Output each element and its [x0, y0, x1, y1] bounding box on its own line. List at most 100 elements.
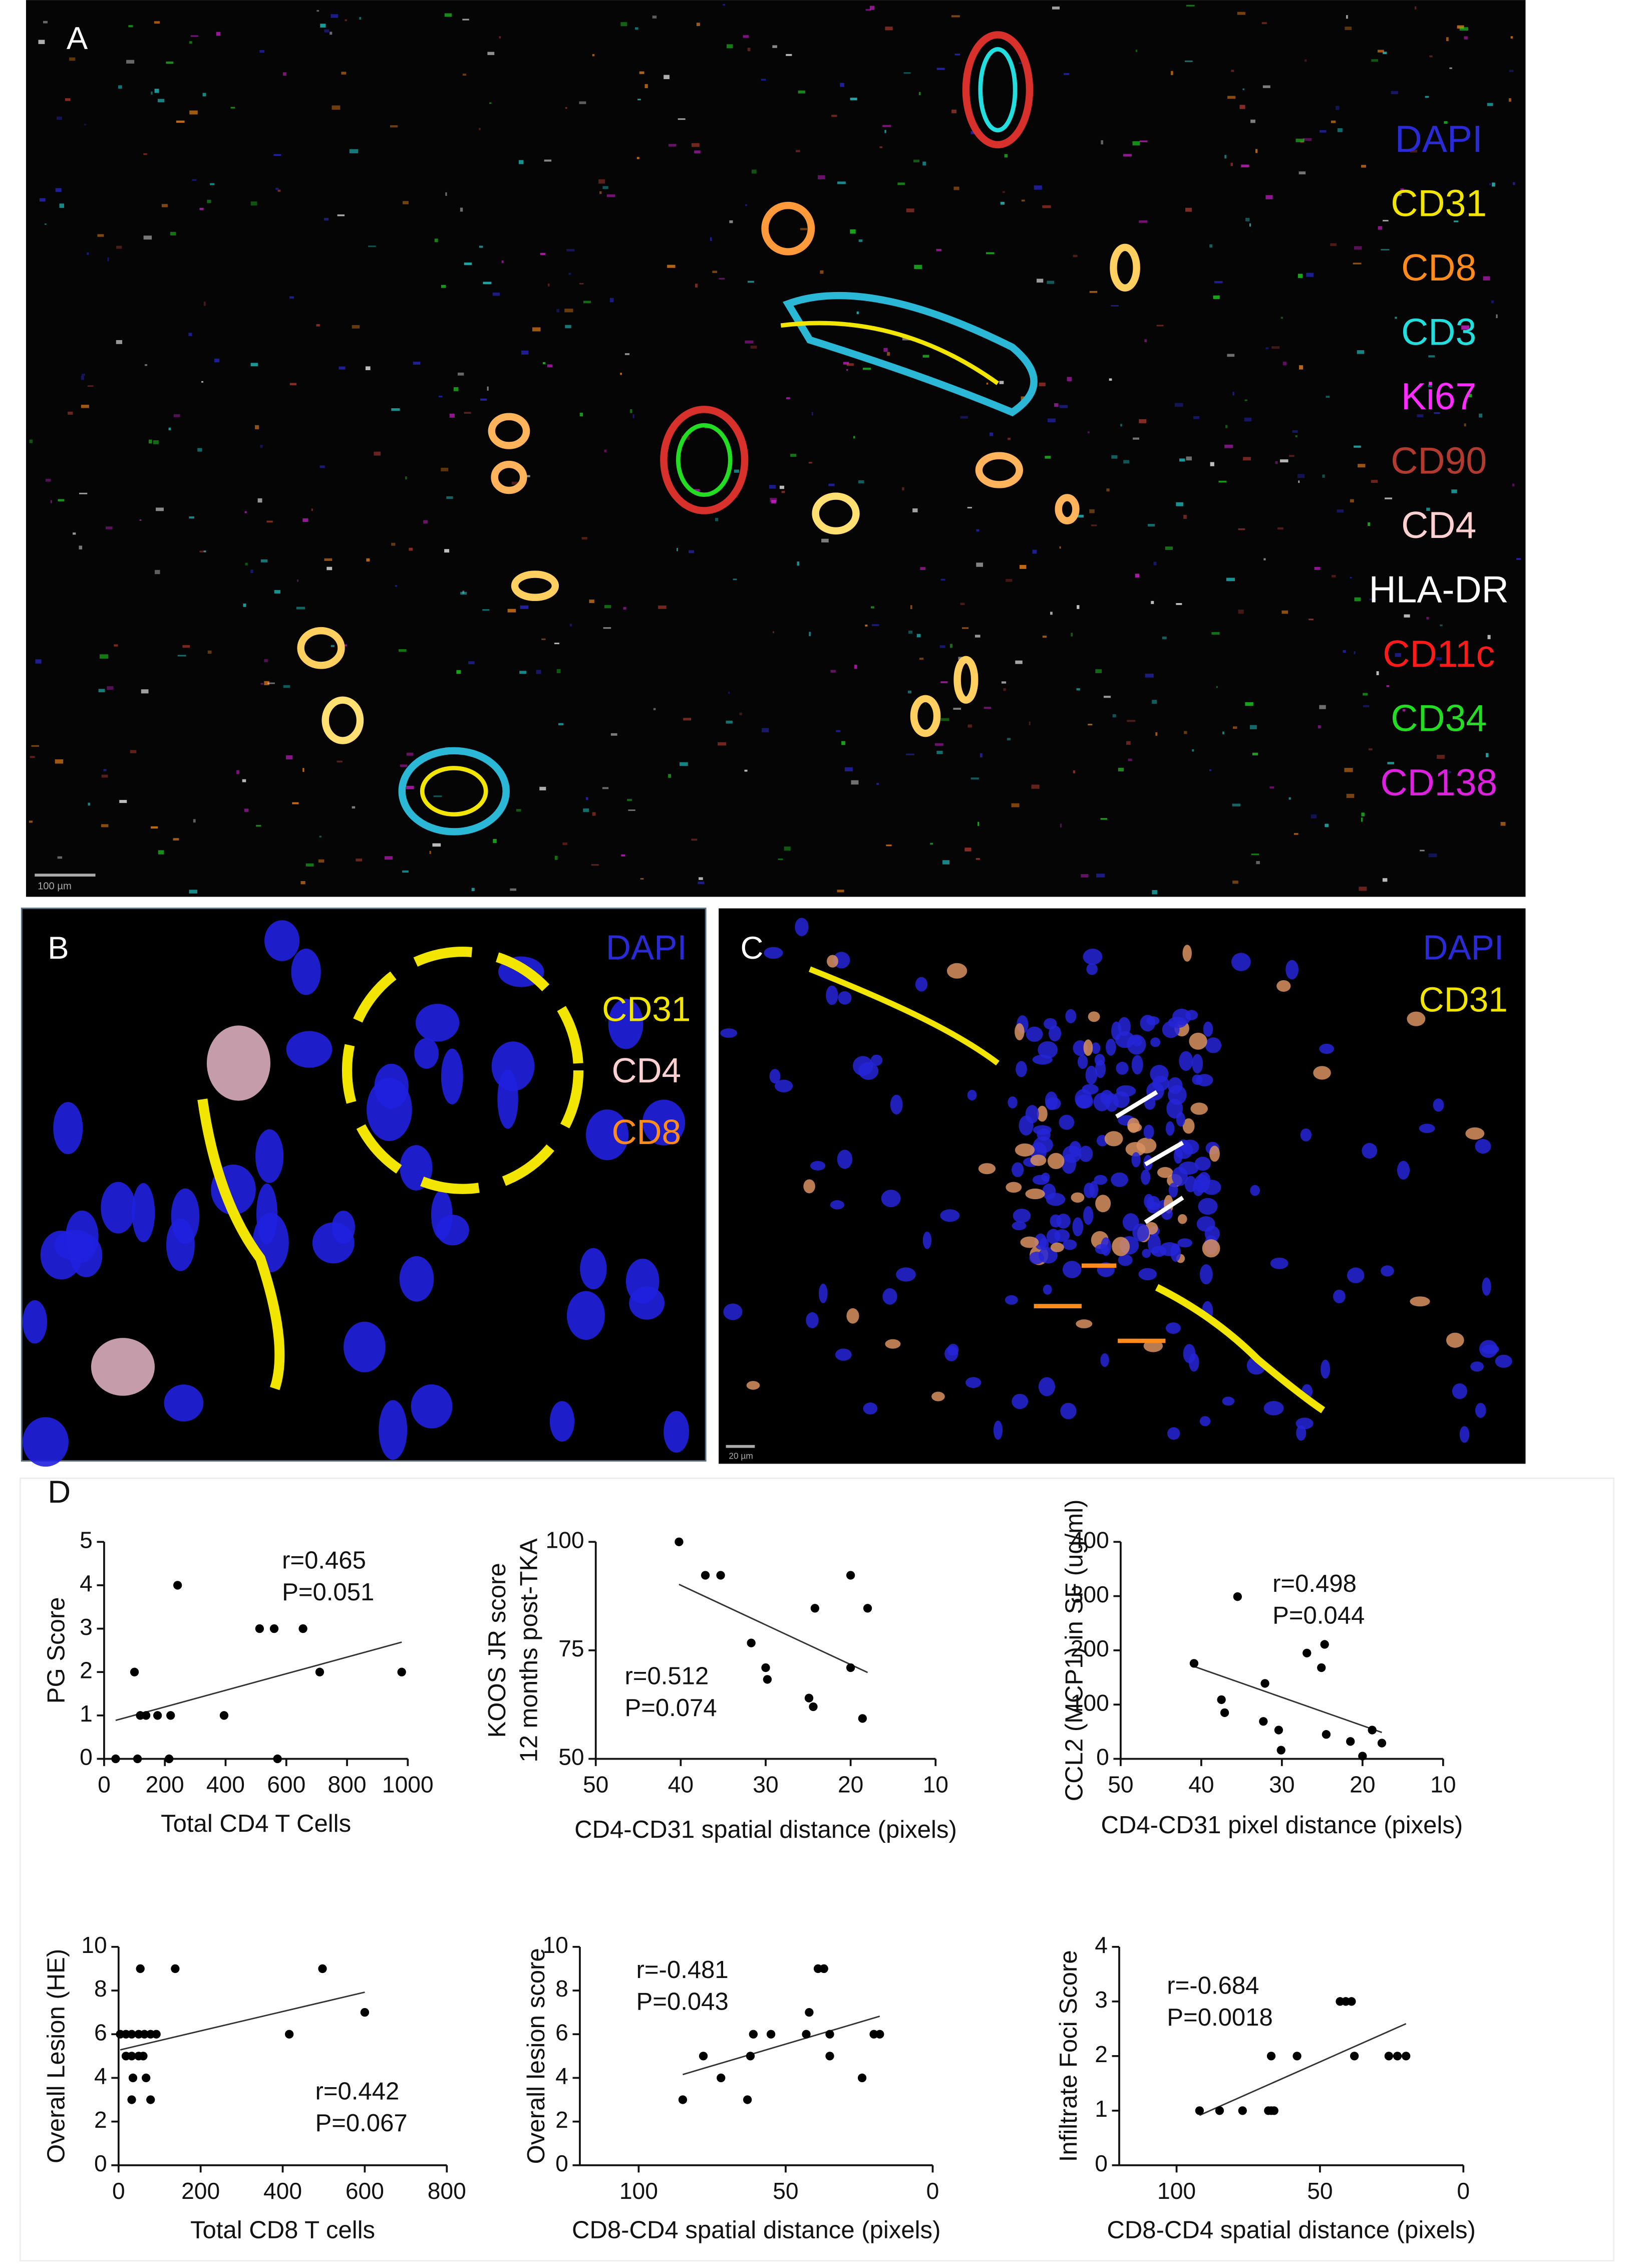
texture-fleck — [429, 850, 431, 854]
texture-fleck — [771, 500, 776, 503]
texture-fleck — [999, 381, 1004, 384]
texture-fleck — [31, 745, 39, 747]
texture-fleck — [1238, 528, 1245, 530]
texture-fleck — [1483, 276, 1490, 280]
nucleus — [1138, 1268, 1157, 1280]
texture-fleck — [1073, 770, 1076, 773]
nucleus — [769, 1069, 781, 1084]
texture-fleck — [39, 198, 46, 202]
point — [1238, 2106, 1247, 2115]
texture-fleck — [1363, 693, 1368, 696]
texture-fleck — [1211, 632, 1220, 635]
texture-fleck — [986, 382, 989, 385]
texture-fleck — [1256, 861, 1260, 865]
texture-fleck — [1242, 88, 1244, 90]
nucleus — [1062, 1261, 1082, 1278]
texture-fleck — [989, 432, 994, 436]
nucleus — [965, 1377, 982, 1388]
texture-fleck — [1003, 688, 1006, 691]
x-tick-label: 50 — [583, 1772, 608, 1798]
legend-entry: CD31 — [602, 989, 691, 1028]
texture-fleck — [1429, 55, 1433, 58]
texture-fleck — [98, 689, 105, 693]
nucleus — [1088, 1011, 1100, 1022]
texture-fleck — [107, 257, 109, 261]
nucleus — [1076, 1319, 1093, 1328]
texture-fleck — [1512, 483, 1515, 487]
texture-fleck — [554, 856, 558, 860]
nucleus — [1115, 1031, 1135, 1048]
y-tick-label: 1 — [80, 1700, 93, 1727]
texture-fleck — [289, 296, 294, 299]
texture-fleck — [441, 467, 449, 471]
nucleus — [1085, 1065, 1098, 1085]
texture-fleck — [297, 579, 299, 582]
nucleus — [1165, 1322, 1181, 1334]
texture-fleck — [432, 843, 441, 847]
texture-fleck — [356, 859, 363, 862]
texture-fleck — [744, 769, 748, 772]
texture-fleck — [87, 252, 89, 255]
texture-fleck — [173, 838, 179, 841]
texture-fleck — [236, 770, 239, 774]
texture-fleck — [1428, 385, 1432, 387]
legend-entry: CD31 — [1419, 980, 1508, 1019]
texture-fleck — [423, 520, 428, 524]
nucleus — [1250, 1185, 1260, 1196]
texture-fleck — [189, 516, 194, 519]
legend-entry: CD4 — [1401, 504, 1476, 546]
texture-fleck — [844, 767, 853, 771]
texture-fleck — [1011, 803, 1020, 807]
point — [146, 2095, 155, 2104]
point — [298, 1624, 307, 1633]
texture-fleck — [366, 558, 370, 562]
point — [1350, 2052, 1359, 2061]
point — [1215, 2106, 1224, 2115]
nucleus — [1192, 1054, 1203, 1074]
texture-fleck — [1265, 347, 1269, 350]
nucleus — [171, 1188, 200, 1244]
nucleus — [795, 918, 809, 937]
texture-fleck — [1245, 217, 1250, 221]
texture-fleck — [1031, 784, 1040, 789]
y-tick-label: 2 — [1095, 2041, 1108, 2067]
nucleus — [1019, 1115, 1034, 1136]
texture-fleck — [1434, 412, 1440, 414]
nucleus — [1012, 1221, 1027, 1231]
texture-fleck — [1467, 342, 1473, 345]
texture-fleck — [277, 189, 281, 192]
texture-fleck — [591, 864, 599, 866]
texture-fleck — [499, 36, 501, 39]
y-tick-label: 300 — [1071, 1581, 1109, 1607]
texture-fleck — [733, 579, 737, 581]
nucleus — [1407, 1011, 1426, 1026]
texture-fleck — [161, 204, 168, 207]
texture-fleck — [960, 603, 965, 605]
texture-fleck — [519, 671, 526, 674]
texture-fleck — [858, 239, 863, 242]
vessel — [978, 47, 1018, 133]
texture-fleck — [1402, 709, 1406, 712]
texture-fleck — [715, 518, 719, 521]
vessel — [1155, 1284, 1326, 1413]
texture-fleck — [841, 741, 845, 745]
texture-fleck — [1144, 339, 1147, 342]
texture-fleck — [984, 707, 992, 709]
texture-fleck — [884, 130, 886, 133]
annotation: r=-0.481 — [636, 1956, 729, 1983]
texture-fleck — [653, 708, 656, 710]
texture-fleck — [568, 272, 571, 275]
texture-fleck — [176, 120, 185, 123]
texture-fleck — [87, 385, 94, 387]
texture-fleck — [1451, 489, 1457, 493]
texture-fleck — [566, 248, 575, 252]
texture-fleck — [882, 125, 891, 127]
nucleus — [431, 1190, 453, 1240]
texture-fleck — [602, 787, 609, 789]
texture-fleck — [154, 570, 160, 575]
legend-entry: CD3 — [1401, 311, 1476, 353]
texture-fleck — [1410, 149, 1418, 153]
texture-fleck — [1491, 300, 1494, 304]
point — [360, 2008, 370, 2017]
nuclei — [23, 920, 690, 1467]
